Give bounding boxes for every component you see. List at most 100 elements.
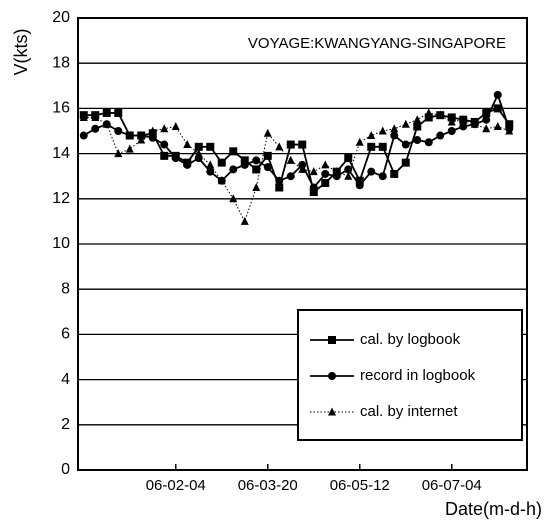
- data-point: [424, 113, 433, 122]
- data-point: [344, 171, 353, 180]
- y-tick-label: 14: [52, 145, 70, 162]
- data-point: [240, 216, 249, 225]
- data-point: [275, 176, 284, 185]
- data-point: [447, 117, 456, 126]
- data-point: [436, 131, 445, 140]
- data-point: [436, 110, 445, 119]
- data-point: [367, 142, 376, 151]
- data-point: [206, 160, 215, 169]
- data-point: [447, 113, 456, 122]
- data-point: [263, 128, 272, 137]
- data-point: [206, 142, 215, 151]
- data-point: [229, 194, 238, 203]
- series-line: [83, 112, 510, 223]
- data-point: [413, 115, 422, 124]
- y-axis-label: V(kts): [11, 29, 31, 76]
- data-point: [390, 169, 399, 178]
- data-point: [378, 142, 387, 151]
- data-point: [367, 167, 376, 176]
- x-tick-label: 06-05-12: [330, 477, 390, 494]
- data-point: [493, 104, 502, 113]
- series-line: [83, 107, 510, 194]
- data-point: [183, 160, 192, 169]
- data-point: [424, 108, 433, 117]
- data-point: [286, 172, 295, 181]
- data-point: [137, 135, 146, 144]
- data-point: [424, 138, 433, 147]
- data-point: [217, 158, 226, 167]
- y-tick-label: 20: [52, 9, 70, 26]
- plot-frame: [77, 17, 528, 471]
- data-point: [91, 124, 100, 133]
- data-point: [470, 119, 479, 128]
- data-point: [332, 167, 341, 176]
- data-point: [367, 131, 376, 140]
- legend-label: cal. by internet: [360, 403, 458, 420]
- legend-marker: [328, 336, 336, 344]
- data-point: [125, 131, 134, 140]
- y-tick-label: 0: [61, 461, 70, 478]
- data-point: [493, 121, 502, 130]
- data-point: [102, 108, 111, 117]
- data-point: [355, 176, 364, 185]
- y-tick-label: 8: [61, 280, 70, 297]
- y-tick-label: 10: [52, 235, 70, 252]
- data-point: [79, 131, 88, 140]
- data-point: [240, 160, 249, 169]
- data-point: [321, 160, 330, 169]
- data-point: [482, 108, 491, 117]
- data-point: [160, 140, 169, 149]
- data-point: [240, 156, 249, 165]
- data-point: [194, 142, 203, 151]
- data-point: [252, 165, 261, 174]
- data-point: [229, 165, 238, 174]
- data-point: [344, 154, 353, 163]
- data-point: [413, 136, 422, 145]
- data-point: [79, 112, 88, 121]
- data-point: [309, 183, 318, 192]
- data-point: [217, 176, 226, 185]
- data-point: [459, 122, 468, 131]
- data-point: [413, 122, 422, 131]
- data-point: [309, 188, 318, 197]
- y-tick-label: 2: [61, 416, 70, 433]
- data-point: [263, 163, 272, 172]
- data-point: [482, 115, 491, 124]
- data-point: [401, 140, 410, 149]
- data-point: [275, 183, 284, 192]
- data-point: [447, 127, 456, 135]
- data-point: [482, 124, 491, 133]
- data-point: [390, 124, 399, 133]
- y-tick-label: 12: [52, 190, 70, 207]
- x-axis-label: Date(m-d-h): [445, 499, 542, 519]
- legend-marker: [328, 407, 336, 416]
- data-point: [125, 144, 134, 153]
- data-point: [505, 120, 514, 129]
- data-point: [137, 131, 146, 140]
- data-point: [114, 127, 123, 135]
- data-point: [286, 155, 295, 164]
- data-point: [183, 140, 192, 149]
- y-tick-label: 4: [61, 371, 70, 388]
- data-point: [114, 149, 123, 158]
- data-point: [286, 140, 295, 149]
- data-point: [401, 119, 410, 128]
- data-point: [148, 133, 157, 142]
- legend-label: cal. by logbook: [360, 331, 461, 348]
- data-point: [378, 126, 387, 135]
- data-point: [194, 149, 203, 158]
- data-point: [229, 147, 238, 156]
- data-point: [171, 154, 180, 163]
- y-tick-label: 18: [52, 54, 70, 71]
- data-point: [459, 115, 468, 124]
- data-point: [252, 183, 261, 191]
- legend-marker: [328, 372, 336, 380]
- data-point: [401, 158, 410, 167]
- data-point: [321, 178, 330, 187]
- y-tick-label: 6: [61, 326, 70, 343]
- data-point: [171, 121, 180, 130]
- x-tick-label: 06-07-04: [422, 477, 482, 494]
- data-point: [160, 124, 169, 133]
- data-point: [160, 151, 169, 160]
